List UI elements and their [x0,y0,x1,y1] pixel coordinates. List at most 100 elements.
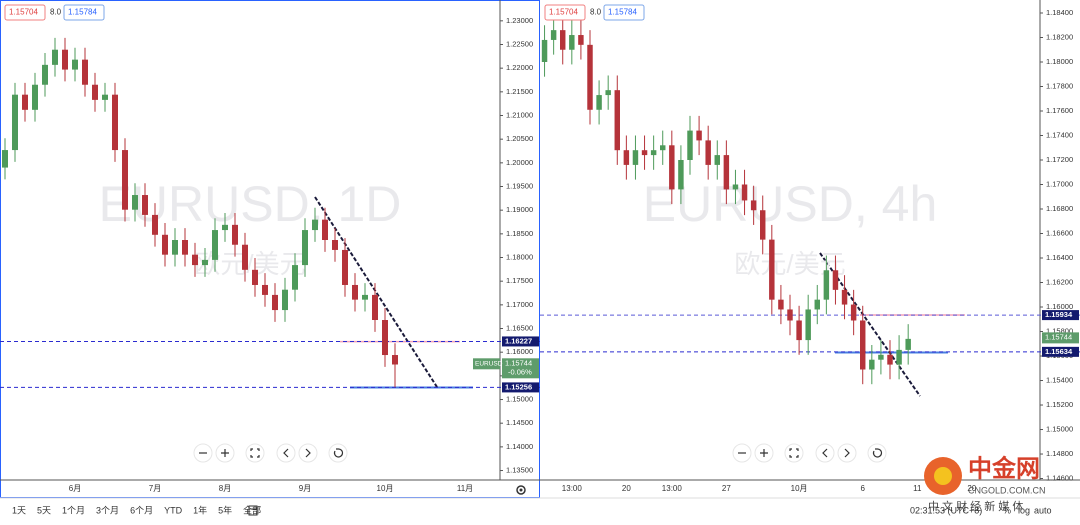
range-button[interactable]: 5年 [218,504,232,515]
scale-button[interactable]: % [1003,505,1011,515]
y-tick-label: 1.16000 [1046,302,1073,311]
scale-button[interactable]: log [1018,505,1030,515]
range-button[interactable]: 1天 [12,505,26,515]
trend-line [819,252,921,397]
candle-body [282,289,288,311]
y-tick-label: 1.20500 [506,134,533,143]
candle-body [660,145,666,151]
y-tick-label: 1.15200 [1046,400,1073,409]
candle-body [687,130,693,160]
candle-body [860,320,866,370]
candle-body [732,184,739,190]
scroll-left-button[interactable] [276,443,296,463]
reset-button[interactable] [328,443,348,463]
x-tick-label: 8月 [219,484,231,493]
range-button[interactable]: 6个月 [130,505,153,515]
candle-body [162,234,168,255]
chart-controls [193,443,887,463]
bid-box[interactable] [544,4,586,21]
scroll-right-button[interactable] [298,443,318,463]
x-tick-label: 13:00 [562,484,583,493]
candle-body [823,270,830,300]
y-tick-label: 1.20000 [506,158,533,167]
candle-body [650,150,657,156]
candle-body [52,49,58,65]
candle-body [878,354,884,360]
candle-body [550,30,557,40]
candle-body [569,35,575,50]
x-tick-label: 10月 [377,484,394,493]
candle-body [142,195,148,215]
range-button[interactable]: 1个月 [62,505,85,515]
compare-button[interactable] [248,505,258,516]
candle-body [62,49,68,70]
candle-body [578,35,584,45]
x-tick-label: 27 [722,484,731,493]
candle-body [372,294,378,320]
y-tick-label: 1.14600 [1046,474,1073,483]
y-tick-label: 1.18500 [506,229,533,238]
y-tick-label: 1.18400 [1046,8,1073,17]
ask-box[interactable] [603,4,645,21]
bid-box[interactable] [4,4,46,21]
candle-body [302,230,308,266]
candle-body [750,200,757,211]
last-price-bg [1042,332,1079,344]
zoom-in-button[interactable] [215,443,235,463]
zoom-in-button[interactable] [754,443,774,463]
level-label-bg [502,382,539,393]
range-button[interactable]: 3个月 [96,505,119,515]
y-tick-label: 1.17500 [506,276,533,285]
candle-body [814,299,820,310]
y-tick-label: 1.17400 [1046,130,1073,139]
y-tick-label: 1.21500 [506,87,533,96]
x-tick-label: 6月 [69,484,81,493]
candle-body [905,338,911,350]
candle-body [82,59,88,85]
candle-body [102,94,108,100]
y-tick-label: 1.15400 [1046,376,1073,385]
watermark: EURUSD, 4h [643,176,938,232]
candle-body [741,184,748,201]
scroll-left-button[interactable] [815,443,835,463]
ask: 1.15784 [608,8,637,17]
range-button[interactable]: 全部 [243,504,261,515]
last-price: 1.15744 [505,358,532,367]
range-button[interactable]: 5天 [37,505,51,515]
ask: 1.15784 [68,8,97,17]
last-price: 1.15744 [1045,332,1072,341]
x-tick-label: 9月 [299,484,311,493]
zoom-out-button[interactable] [193,443,213,463]
candle-body [92,84,98,100]
candle-body [122,150,128,210]
x-tick-label: 6 [861,484,866,493]
ask-box[interactable] [63,4,105,21]
y-tick-label: 1.13500 [506,466,533,475]
last-change: -0.06% [508,367,532,376]
candle-body [760,210,766,240]
reset-button[interactable] [867,443,887,463]
reset-view-button[interactable] [245,443,265,463]
candle-body [614,90,620,151]
candle-body [705,140,711,165]
x-tick-label: 10月 [791,484,808,493]
settings-button[interactable] [516,485,526,495]
y-tick-label: 1.19500 [506,181,533,190]
candle-body [669,145,675,190]
range-button[interactable]: 1年 [193,504,207,515]
range-button[interactable]: YTD [164,505,183,515]
y-tick-label: 1.15000 [1046,425,1073,434]
candle-body [342,249,348,285]
last-price-bg [502,358,539,379]
logo: 中金网 CNGOLD.COM.CN 中 文 财 经 新 媒 体 [924,454,1046,513]
candle-body [596,95,602,110]
candle-body [778,299,784,310]
zoom-out-button[interactable] [732,443,752,463]
candle-body [850,304,857,321]
reset-view-button[interactable] [784,443,804,463]
scale-button[interactable]: auto [1034,505,1052,515]
scroll-right-button[interactable] [837,443,857,463]
candle-body [352,284,358,300]
candle-body [152,214,158,235]
y-tick-label: 1.18200 [1046,32,1073,41]
